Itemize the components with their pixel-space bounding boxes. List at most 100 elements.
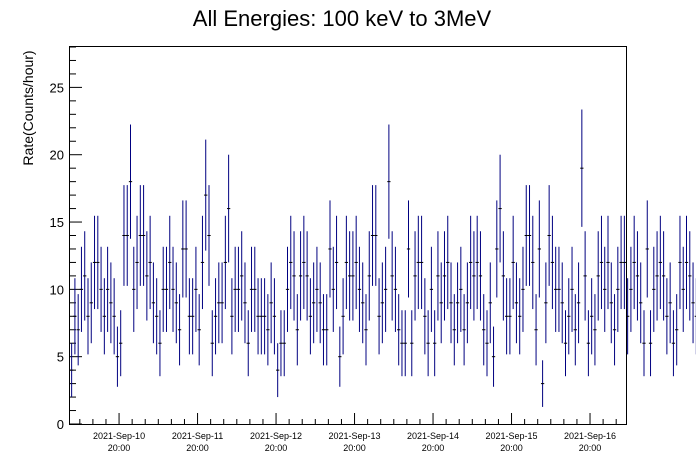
data-point (478, 231, 483, 321)
data-point (236, 246, 241, 332)
y-axis-label: Rate(Counts/hour) (20, 50, 36, 165)
data-point (181, 200, 185, 298)
data-point (436, 231, 440, 321)
data-point (469, 215, 473, 310)
data-point (586, 310, 591, 377)
data-point (684, 215, 689, 310)
data-point (354, 215, 358, 310)
data-point (557, 246, 561, 332)
data-point (567, 278, 571, 355)
data-point (482, 294, 486, 366)
data-point (213, 278, 218, 355)
data-point (223, 215, 227, 310)
data-points (70, 109, 696, 407)
data-point (158, 310, 162, 377)
data-point (197, 294, 201, 366)
x-tick-label-date: 2021-Sep-16 (564, 431, 616, 441)
data-point (534, 294, 538, 366)
data-point (573, 294, 577, 366)
data-point (531, 215, 535, 310)
data-point (652, 246, 656, 332)
data-point (184, 200, 188, 298)
data-point (521, 246, 525, 332)
y-tick-label: 20 (50, 148, 64, 163)
data-point (262, 278, 267, 355)
data-point (119, 310, 123, 377)
data-point (207, 185, 211, 286)
data-point (210, 310, 214, 377)
data-point (642, 310, 646, 377)
data-point (491, 326, 496, 387)
data-point (370, 185, 375, 286)
data-point (518, 278, 522, 355)
data-point (554, 246, 558, 332)
x-tick-label-date: 2021-Sep-14 (407, 431, 459, 441)
x-tick-label-time: 20:00 (500, 443, 523, 453)
data-point (325, 294, 329, 366)
data-point (285, 246, 290, 332)
data-point (547, 185, 551, 286)
data-point (338, 326, 342, 387)
data-point (665, 278, 669, 355)
data-point (276, 343, 280, 398)
data-point (259, 278, 263, 355)
data-point (462, 294, 466, 366)
data-point (135, 215, 139, 310)
data-point (344, 215, 348, 310)
data-point (289, 215, 293, 310)
data-point (433, 310, 437, 377)
data-point (318, 262, 322, 344)
data-point (455, 262, 460, 344)
data-point (89, 262, 93, 344)
chart-title: All Energies: 100 keV to 3MeV (193, 6, 492, 31)
y-tick-label: 5 (57, 350, 64, 365)
data-point (220, 262, 224, 344)
data-point (367, 231, 371, 321)
x-tick-label-time: 20:00 (108, 443, 131, 453)
data-point (655, 231, 659, 321)
data-point (406, 200, 411, 298)
data-point (429, 246, 434, 332)
x-tick-label-date: 2021-Sep-15 (486, 431, 538, 441)
data-point (145, 231, 149, 321)
data-point (390, 231, 394, 321)
data-point (112, 278, 116, 355)
data-point (364, 294, 368, 366)
data-point (308, 278, 313, 355)
data-point (269, 262, 273, 344)
data-point (501, 231, 505, 321)
data-point (691, 262, 695, 344)
data-point (619, 215, 623, 310)
data-point (397, 294, 401, 366)
data-point (537, 200, 541, 298)
data-point (606, 215, 610, 310)
data-point (527, 185, 532, 286)
data-point (550, 215, 555, 310)
data-point (419, 215, 424, 310)
data-point (560, 262, 564, 344)
data-point (321, 294, 326, 366)
data-point (168, 215, 172, 310)
data-point (609, 262, 613, 344)
data-point (331, 246, 335, 332)
data-point (99, 246, 103, 332)
data-point (249, 246, 254, 332)
data-point (187, 278, 192, 355)
x-tick-label-date: 2021-Sep-10 (93, 431, 145, 441)
data-point (348, 231, 352, 321)
data-point (92, 215, 97, 310)
x-tick-label-time: 20:00 (186, 443, 209, 453)
data-point (632, 215, 636, 310)
data-point (83, 231, 87, 321)
data-point (298, 231, 303, 321)
data-point (426, 310, 430, 377)
data-point (73, 278, 77, 355)
data-point (498, 154, 502, 263)
data-point (217, 262, 221, 344)
data-point (79, 246, 84, 332)
data-point (141, 185, 146, 286)
data-point (475, 215, 479, 310)
data-point (174, 262, 178, 344)
data-point (544, 262, 548, 344)
y-tick-label: 0 (57, 417, 64, 432)
